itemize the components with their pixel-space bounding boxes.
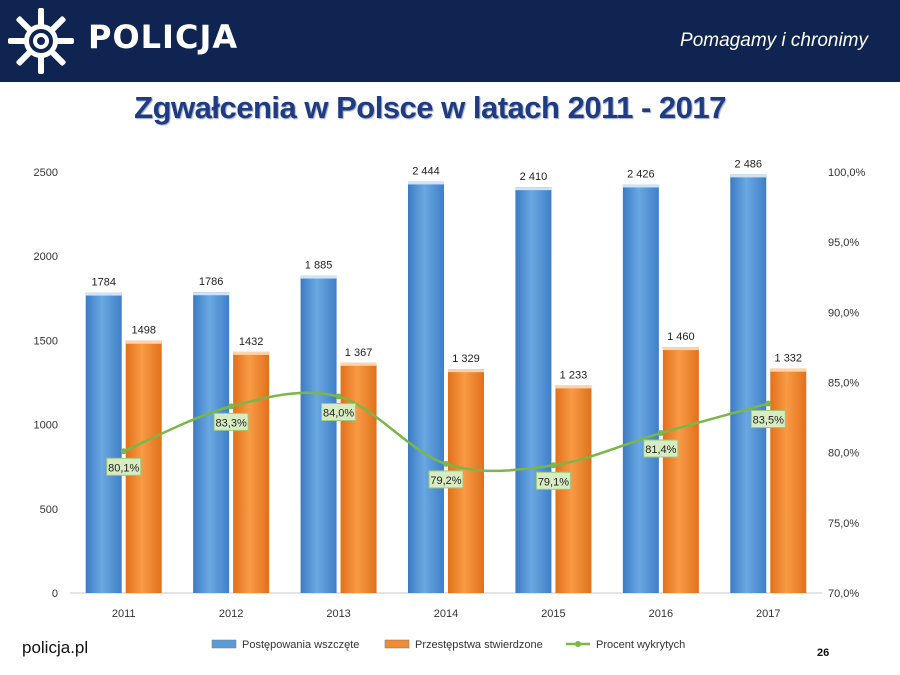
- bar-przestepstwa: [340, 362, 377, 593]
- legend-marker: [575, 641, 581, 647]
- bar-value-label: 2 426: [627, 168, 655, 180]
- bar-postepowania: [515, 187, 552, 593]
- line-label-box: [428, 470, 464, 489]
- bar-postepowania: [408, 181, 444, 593]
- bar-top-highlight: [193, 292, 230, 296]
- bar-top-highlight: [448, 369, 484, 373]
- page-number: 26: [817, 647, 830, 659]
- bar-value-label: 1432: [239, 336, 263, 348]
- line-label-box: [643, 439, 679, 458]
- bar-value-label: 1784: [91, 277, 115, 289]
- bar-top-highlight: [730, 174, 767, 178]
- bar-top-highlight: [340, 362, 377, 366]
- line-point: [550, 462, 557, 469]
- bar-postepowania: [622, 184, 659, 593]
- line-label-box: [750, 410, 786, 429]
- bar-value-label: 1 367: [345, 347, 373, 359]
- bar-top-highlight: [515, 187, 552, 191]
- line-value-label: 84,0%: [323, 408, 354, 420]
- y-tick-left: 1000: [34, 420, 58, 432]
- x-tick-label: 2017: [756, 608, 780, 620]
- y-tick-right: 85,0%: [828, 378, 859, 390]
- y-tick-right: 90,0%: [828, 307, 859, 319]
- bar-top-highlight: [622, 184, 659, 188]
- line-label-box: [106, 457, 142, 476]
- combo-chart: 0 500 1000 1500 2000 2500 70,0% 75,0% 80,0% 85,0%…: [34, 158, 866, 651]
- bar-top-highlight: [125, 340, 162, 344]
- bar-value-label: 1498: [131, 325, 155, 337]
- bar-top-highlight: [770, 368, 807, 372]
- line-point: [443, 460, 449, 467]
- y-tick-right: 100,0%: [828, 167, 866, 179]
- line-label-box: [535, 471, 571, 490]
- legend-label: Postępowania wszczęte: [242, 639, 359, 651]
- y-tick-left: 1500: [34, 335, 58, 347]
- legend-label: Procent wykrytych: [596, 639, 685, 651]
- line-value-label: 79,1%: [538, 476, 569, 488]
- bar-top-highlight: [300, 275, 337, 279]
- header-bar: POLICJA Pomagamy i chronimy: [0, 0, 900, 82]
- bar-value-label: 1 233: [560, 369, 588, 381]
- line-value-label: 83,5%: [753, 415, 784, 427]
- line-point: [335, 393, 342, 400]
- bar-top-highlight: [408, 181, 444, 185]
- page-title: Zgwałcenia w Polsce w latach 2011 - 2017: [134, 90, 726, 125]
- bar-value-label: 2 486: [735, 158, 763, 170]
- footer-site: policja.pl: [22, 638, 89, 657]
- bar-value-label: 1 460: [667, 331, 695, 343]
- x-tick-label: 2012: [219, 608, 243, 620]
- bar-postepowania: [300, 275, 337, 593]
- bar-postepowania: [85, 292, 122, 593]
- bar-value-label: 2 410: [520, 171, 548, 183]
- y-tick-right: 70,0%: [828, 588, 859, 600]
- bar-value-label: 1 329: [452, 353, 480, 365]
- x-tick-label: 2011: [112, 608, 136, 620]
- legend-label: Przestępstwa stwierdzone: [415, 639, 543, 651]
- police-star-icon: [8, 8, 74, 74]
- y-tick-left: 500: [40, 504, 58, 516]
- x-tick-label: 2014: [434, 608, 458, 620]
- bar-przestepstwa: [233, 351, 270, 593]
- line-label-box: [321, 403, 357, 422]
- bar-przestepstwa: [770, 368, 807, 593]
- x-tick-label: 2016: [649, 608, 673, 620]
- line-point: [657, 430, 664, 437]
- line-value-label: 80,1%: [108, 462, 139, 474]
- x-tick-label: 2015: [541, 608, 565, 620]
- bar-postepowania: [193, 292, 230, 593]
- bar-value-label: 2 444: [412, 165, 440, 177]
- y-tick-right: 95,0%: [828, 237, 859, 249]
- y-tick-left: 2500: [34, 167, 58, 179]
- line-point: [120, 448, 127, 455]
- y-tick-right: 75,0%: [828, 518, 859, 530]
- bar-top-highlight: [555, 385, 592, 389]
- bar-top-highlight: [85, 292, 122, 296]
- line-value-label: 81,4%: [645, 444, 676, 456]
- line-value-label: 83,3%: [216, 417, 247, 429]
- line-label-box: [213, 412, 249, 431]
- y-tick-right: 80,0%: [828, 448, 859, 460]
- legend-swatch: [384, 639, 410, 649]
- bar-postepowania: [730, 174, 767, 593]
- x-tick-label: 2013: [326, 608, 350, 620]
- bar-przestepstwa: [662, 347, 699, 593]
- line-point: [765, 400, 772, 407]
- legend-swatch: [211, 639, 237, 649]
- bar-top-highlight: [233, 351, 270, 355]
- motto: Pomagamy i chronimy: [680, 30, 868, 51]
- line-value-label: 79,2%: [430, 475, 461, 487]
- brand-name: POLICJA: [88, 18, 239, 56]
- bar-value-label: 1786: [199, 276, 223, 288]
- bar-value-label: 1 332: [775, 353, 803, 365]
- bar-value-label: 1 885: [305, 260, 333, 272]
- y-tick-left: 2000: [34, 251, 58, 263]
- bar-top-highlight: [662, 347, 699, 351]
- line-point: [228, 403, 235, 410]
- y-tick-left: 0: [52, 588, 58, 600]
